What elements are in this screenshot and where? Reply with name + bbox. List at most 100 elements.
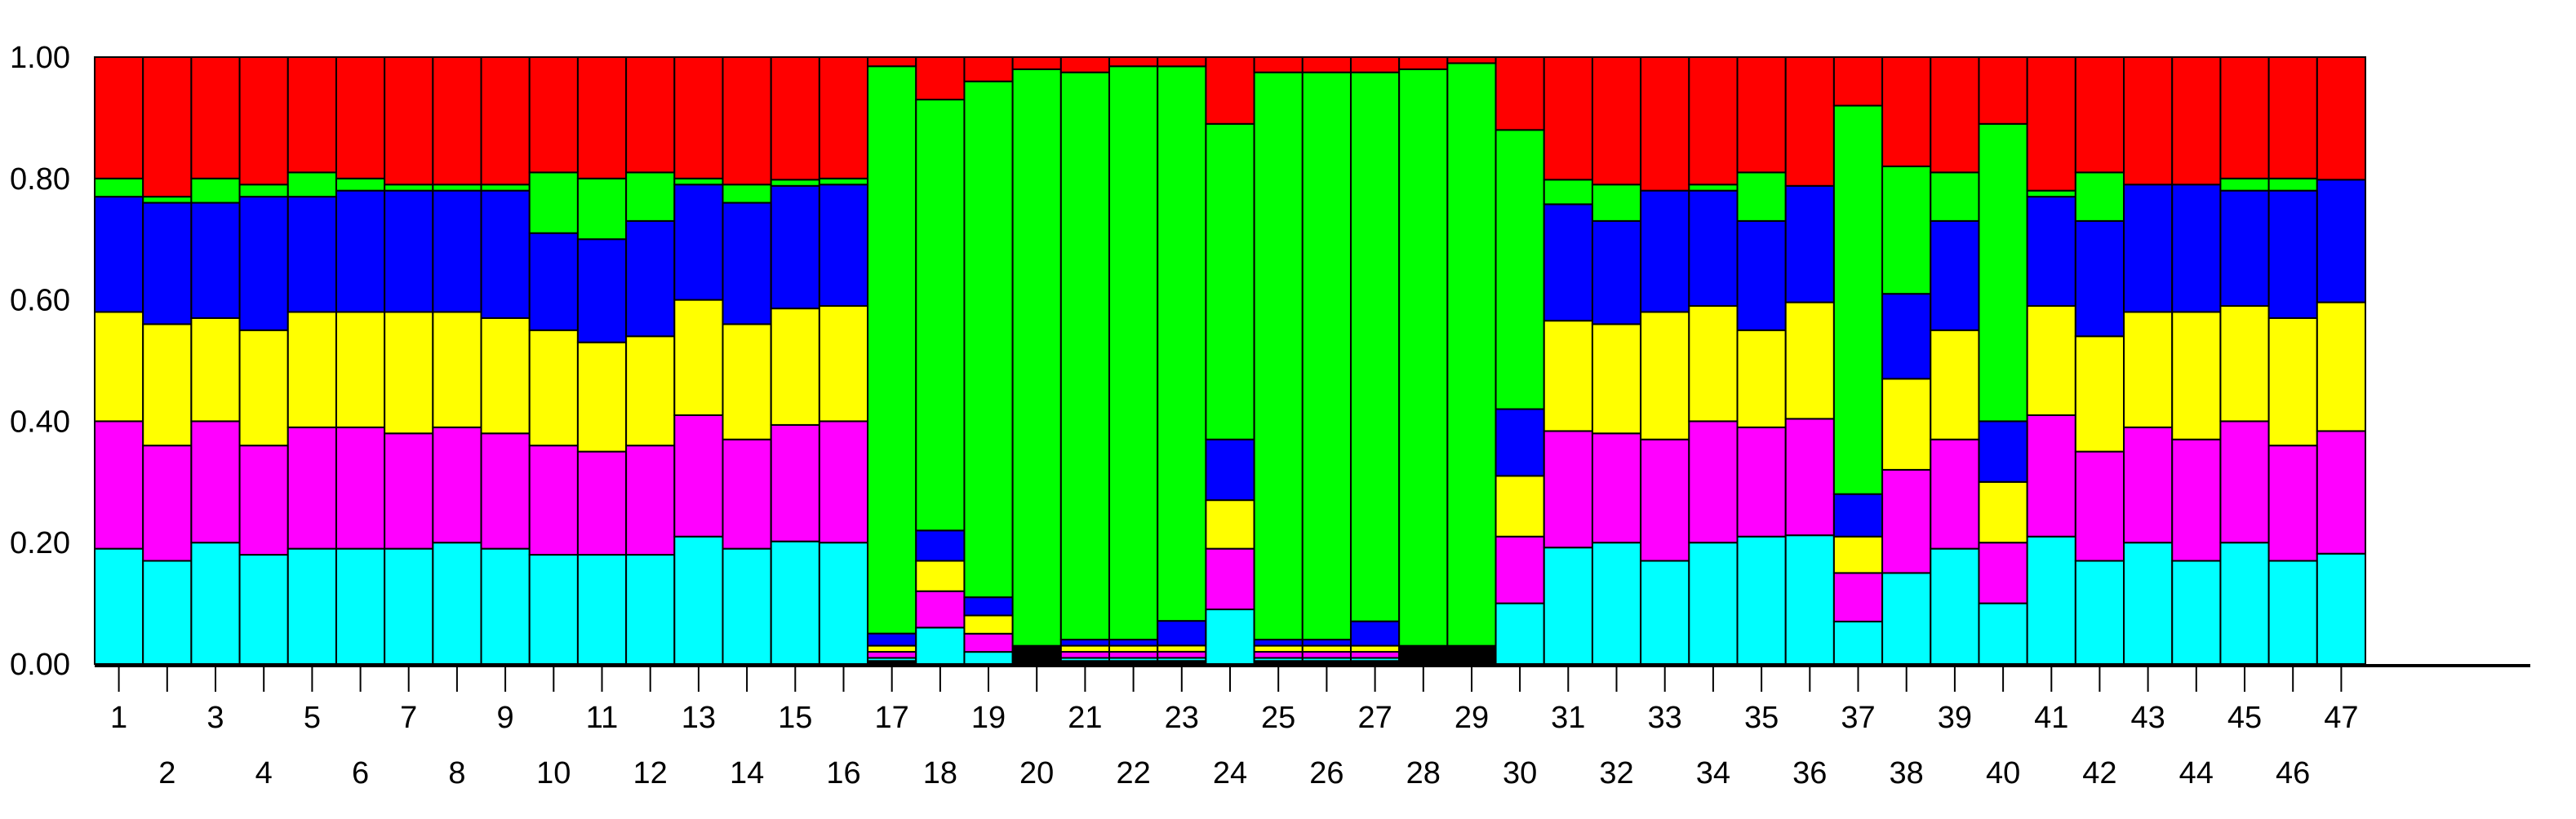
bar-segment — [1736, 329, 1787, 428]
bar-segment — [1784, 56, 1835, 187]
bar-segment — [335, 547, 386, 666]
bar-segment — [1688, 305, 1739, 423]
bar-segment — [1736, 219, 1787, 331]
bar-segment — [1930, 438, 1980, 550]
bar-segment — [1495, 56, 1545, 131]
bar-segment — [915, 560, 966, 592]
x-tick-label: 13 — [682, 701, 716, 735]
bar-segment — [2026, 196, 2076, 308]
bar-segment — [1108, 65, 1159, 641]
bar-segment — [2074, 171, 2125, 222]
bar-segment — [1640, 56, 1690, 192]
x-axis — [95, 664, 2530, 692]
bar-segment — [480, 189, 531, 319]
bar-segment — [480, 317, 531, 435]
bar-column-26 — [1301, 56, 1352, 666]
x-tick-label: 15 — [778, 701, 812, 735]
bar-segment — [1930, 56, 1980, 174]
y-axis-tick-labels: 0.00 0.20 0.40 0.60 0.80 1.00 — [10, 41, 70, 682]
bar-segment — [1253, 71, 1304, 641]
bar-segment — [1591, 56, 1642, 186]
bar-column-38 — [1881, 56, 1932, 666]
bar-segment — [1832, 572, 1884, 622]
y-tick-label: 0.00 — [10, 648, 70, 682]
x-tick-label: 25 — [1261, 701, 1295, 735]
bar-segment — [963, 56, 1014, 82]
bar-column-31 — [1543, 56, 1593, 666]
bar-segment — [1688, 189, 1739, 308]
bar-column-4 — [238, 56, 289, 666]
bar-segment — [528, 554, 579, 666]
x-tick-label: 29 — [1455, 701, 1489, 735]
x-tick-label: 21 — [1068, 701, 1102, 735]
y-tick-label: 1.00 — [10, 41, 70, 75]
bar-column-33 — [1640, 56, 1690, 666]
bar-segment — [673, 299, 724, 416]
y-tick-label: 0.60 — [10, 284, 70, 318]
x-tick-label: 38 — [1890, 756, 1924, 790]
x-tick-label: 27 — [1357, 701, 1392, 735]
bar-segment — [963, 651, 1014, 665]
x-tick-label: 42 — [2082, 756, 2116, 790]
bar-column-14 — [722, 56, 772, 666]
bar-segment — [142, 445, 193, 562]
bar-segment — [528, 171, 579, 234]
x-tick-label: 11 — [586, 701, 618, 735]
bar-column-16 — [818, 56, 869, 666]
bar-segment — [335, 177, 386, 192]
bar-segment — [1157, 650, 1207, 659]
bar-column-36 — [1784, 56, 1835, 665]
bar-segment — [2026, 189, 2076, 198]
x-tick-label: 28 — [1406, 756, 1441, 790]
bar-segment — [1301, 56, 1352, 73]
bar-segment — [142, 196, 193, 204]
bar-segment — [2316, 430, 2367, 555]
bar-segment — [1978, 542, 2028, 604]
bar-segment — [2171, 184, 2222, 313]
x-tick-label: 37 — [1841, 701, 1875, 735]
bar-segment — [770, 540, 820, 666]
bar-segment — [1495, 602, 1545, 665]
bar-segment — [2123, 56, 2174, 186]
bar-segment — [1059, 644, 1111, 653]
x-tick-label: 30 — [1503, 756, 1537, 790]
bar-segment — [190, 201, 241, 319]
bar-segment — [238, 554, 289, 666]
bar-segment — [770, 179, 820, 187]
bar-segment — [1978, 122, 2028, 423]
bar-segment — [1688, 420, 1739, 544]
bar-segment — [1446, 56, 1497, 64]
x-tick-label: 33 — [1648, 701, 1682, 735]
x-tick-label: 2 — [158, 756, 175, 790]
x-tick-label: 47 — [2324, 701, 2358, 735]
bar-segment — [1832, 56, 1884, 107]
bar-segment — [1059, 639, 1111, 647]
bar-segment — [1978, 602, 2028, 665]
x-tick-label: 23 — [1165, 701, 1199, 735]
bar-segment — [1881, 293, 1932, 380]
bar-column-1 — [94, 56, 144, 666]
bar-segment — [963, 614, 1014, 635]
y-tick-label: 0.40 — [10, 405, 70, 439]
bar-segment — [1881, 56, 1932, 167]
bar-segment — [94, 196, 144, 313]
bar-segment — [2219, 420, 2270, 544]
bar-segment — [1301, 71, 1352, 641]
bar-segment — [480, 432, 531, 550]
bar-segment — [576, 56, 628, 179]
bar-segment — [1543, 203, 1593, 322]
bar-segment — [2074, 560, 2125, 666]
x-tick-label: 16 — [826, 756, 860, 790]
bar-segment — [528, 56, 579, 174]
bar-segment — [480, 56, 531, 186]
bar-segment — [1832, 535, 1884, 574]
bar-segment — [432, 426, 482, 544]
bar-segment — [1253, 56, 1304, 73]
bar-segment — [1349, 71, 1401, 622]
bar-segment — [1446, 644, 1497, 665]
bar-segment — [1059, 71, 1111, 641]
bar-segment — [142, 56, 193, 198]
bar-segment — [1591, 432, 1642, 544]
bar-column-37 — [1832, 56, 1884, 665]
